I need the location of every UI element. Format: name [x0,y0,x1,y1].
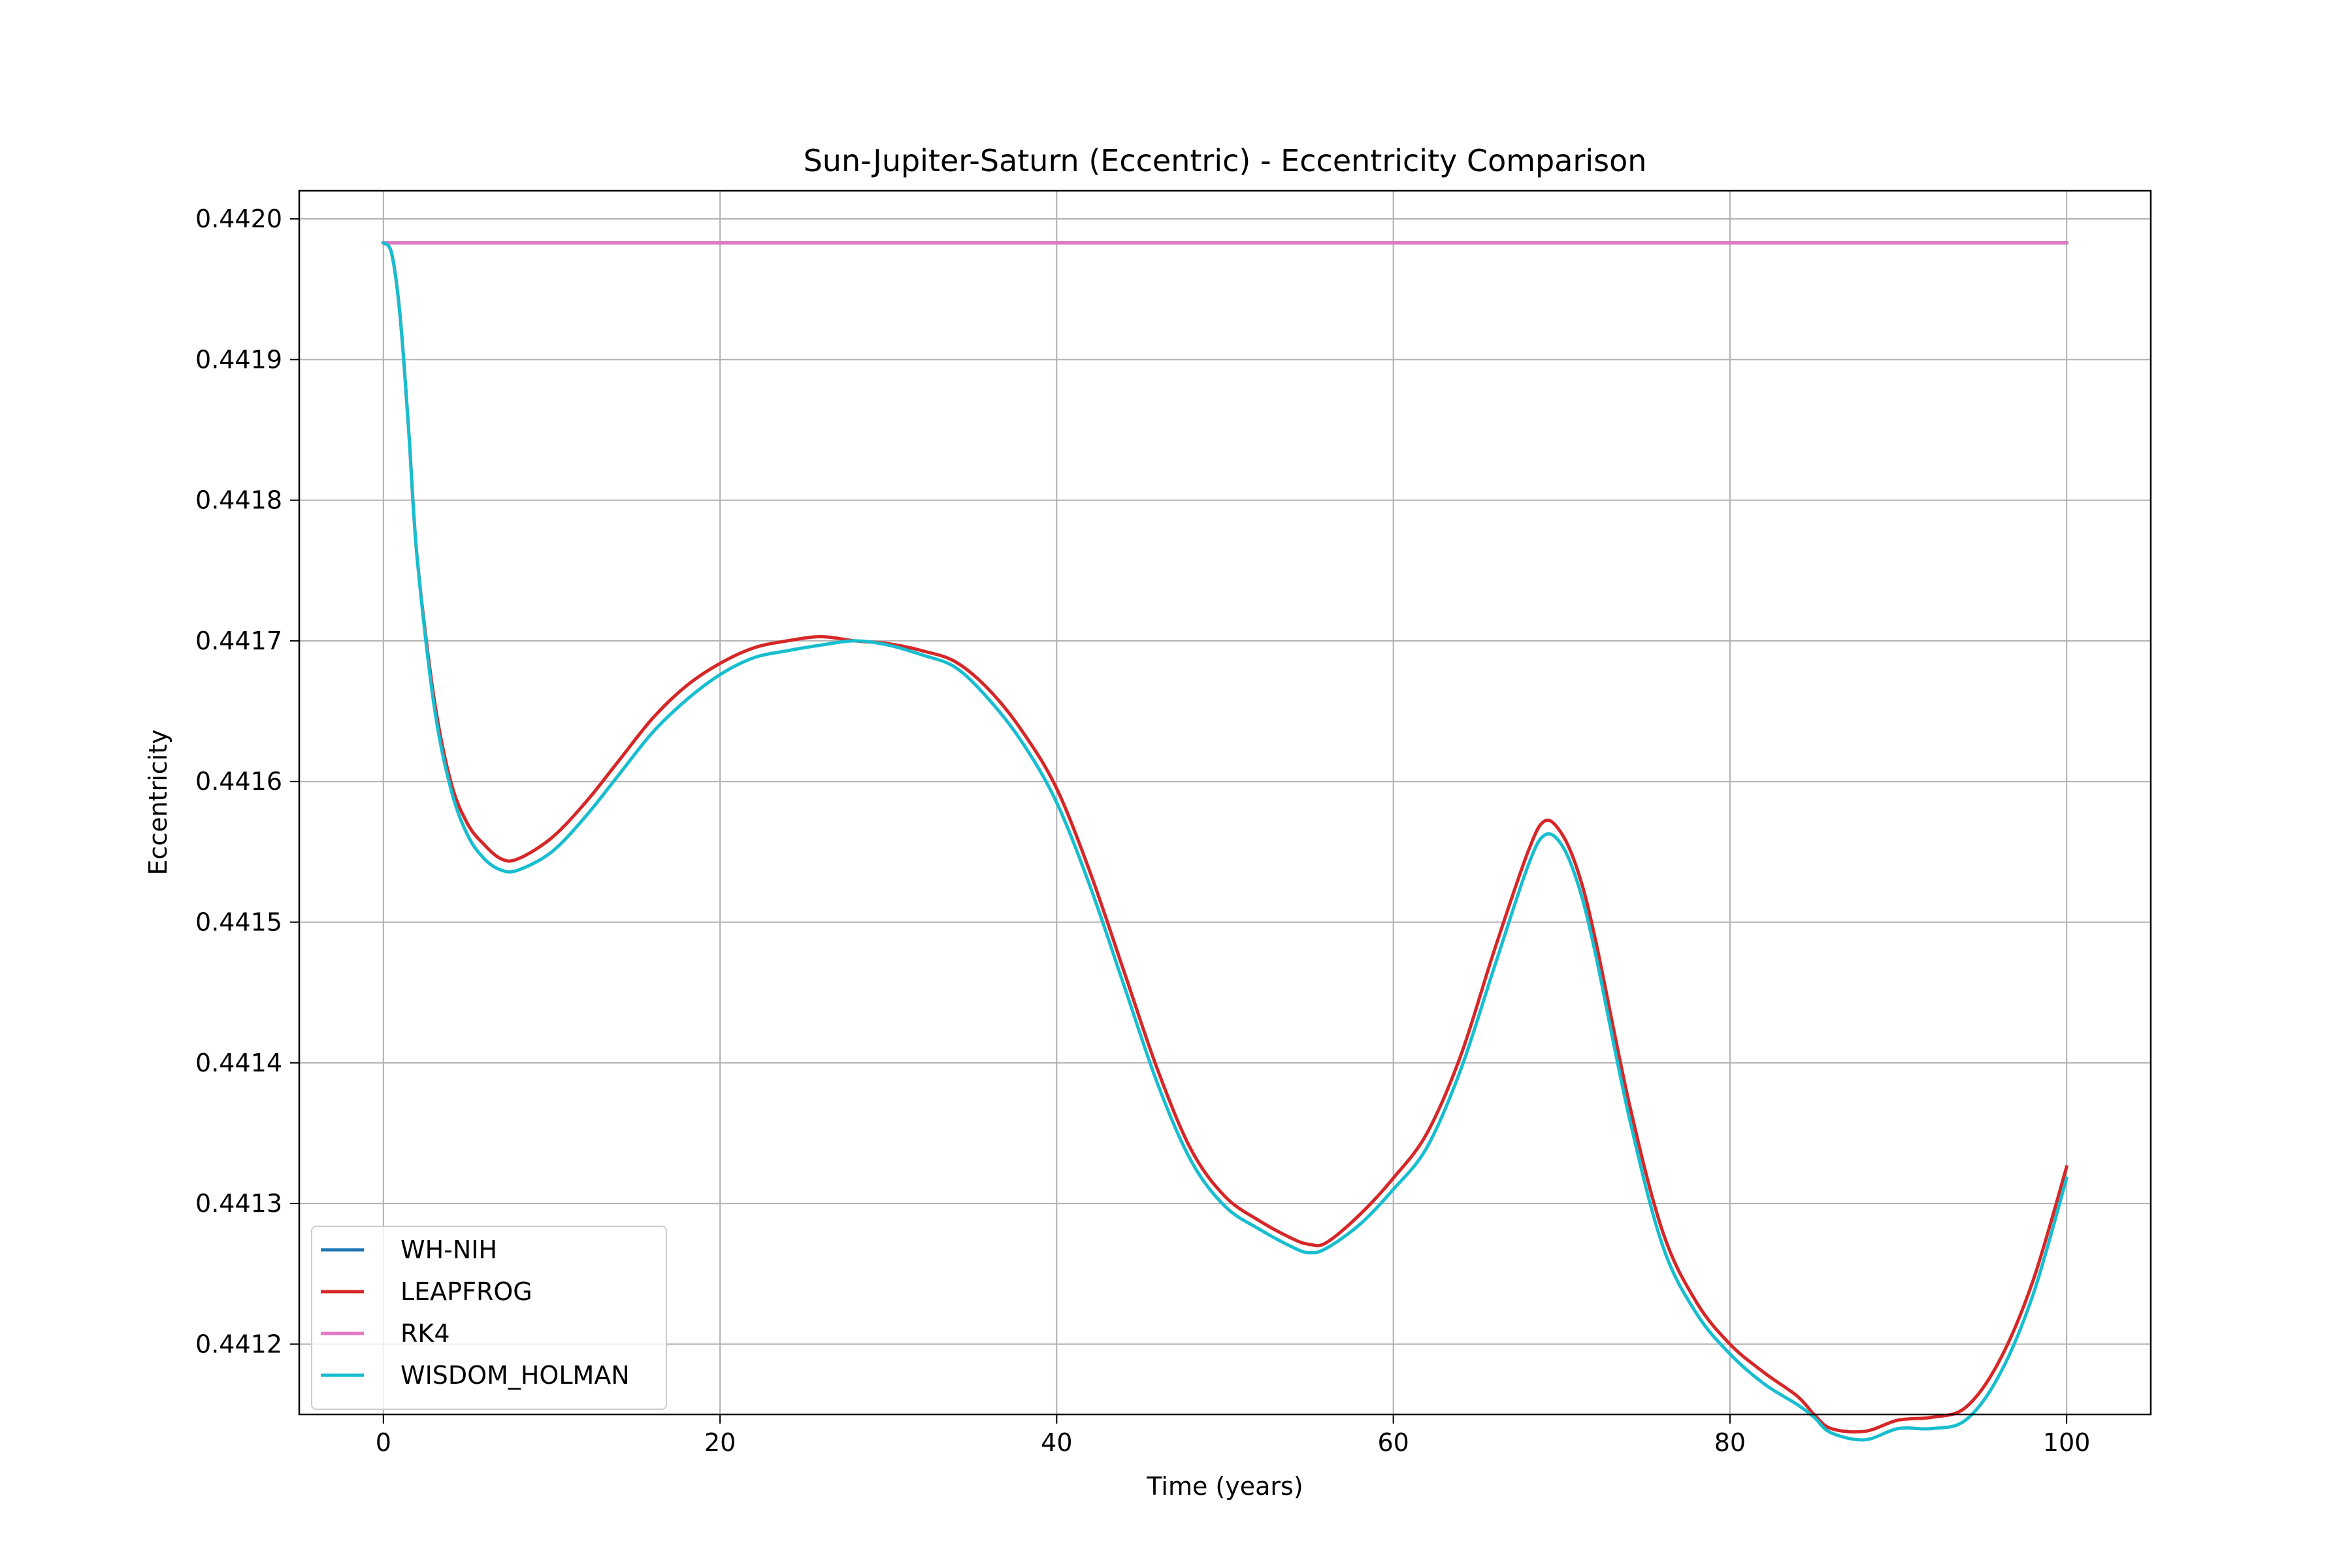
legend-label: WISDOM_HOLMAN [400,1361,630,1390]
series-line-wisdom-holman [381,240,2069,1442]
series-line-leapfrog [381,240,2069,1434]
legend-label: WH-NIH [400,1235,497,1264]
y-tick-label: 0.4420 [195,204,282,233]
x-tick-label: 0 [376,1428,391,1457]
x-axis: 0 20 40 60 80 100 [376,1414,2091,1457]
y-tick-label: 0.4418 [195,486,282,515]
legend-box [311,1226,667,1410]
legend: WH-NIH LEAPFROG RK4 WISDOM_HOLMAN [311,1226,667,1410]
y-tick-label: 0.4414 [195,1049,282,1077]
x-tick-label: 40 [1041,1428,1072,1457]
y-tick-label: 0.4412 [195,1330,282,1358]
y-axis: 0.4412 0.4413 0.4414 0.4415 0.4416 0.4417 0.44… [195,204,299,1358]
x-tick-label: 80 [1714,1428,1746,1457]
y-tick-label: 0.4417 [195,627,282,655]
plot-frame [298,189,2152,1416]
y-tick-label: 0.4416 [195,767,282,796]
x-tick-label: 20 [704,1428,736,1457]
chart-title: Sun-Jupiter-Saturn (Eccentric) - Eccentr… [804,143,1647,178]
y-tick-label: 0.4415 [195,907,282,936]
x-axis-title: Time (years) [1146,1472,1303,1501]
grid [299,191,2151,1414]
y-axis-title: Eccentricity [144,729,172,875]
y-tick-label: 0.4413 [195,1189,282,1218]
y-tick-label: 0.4419 [195,345,282,374]
legend-label: RK4 [400,1319,450,1348]
series-layer [381,240,2069,1442]
x-tick-label: 60 [1377,1428,1409,1457]
x-tick-label: 100 [2043,1428,2091,1457]
legend-label: LEAPFROG [400,1277,532,1306]
